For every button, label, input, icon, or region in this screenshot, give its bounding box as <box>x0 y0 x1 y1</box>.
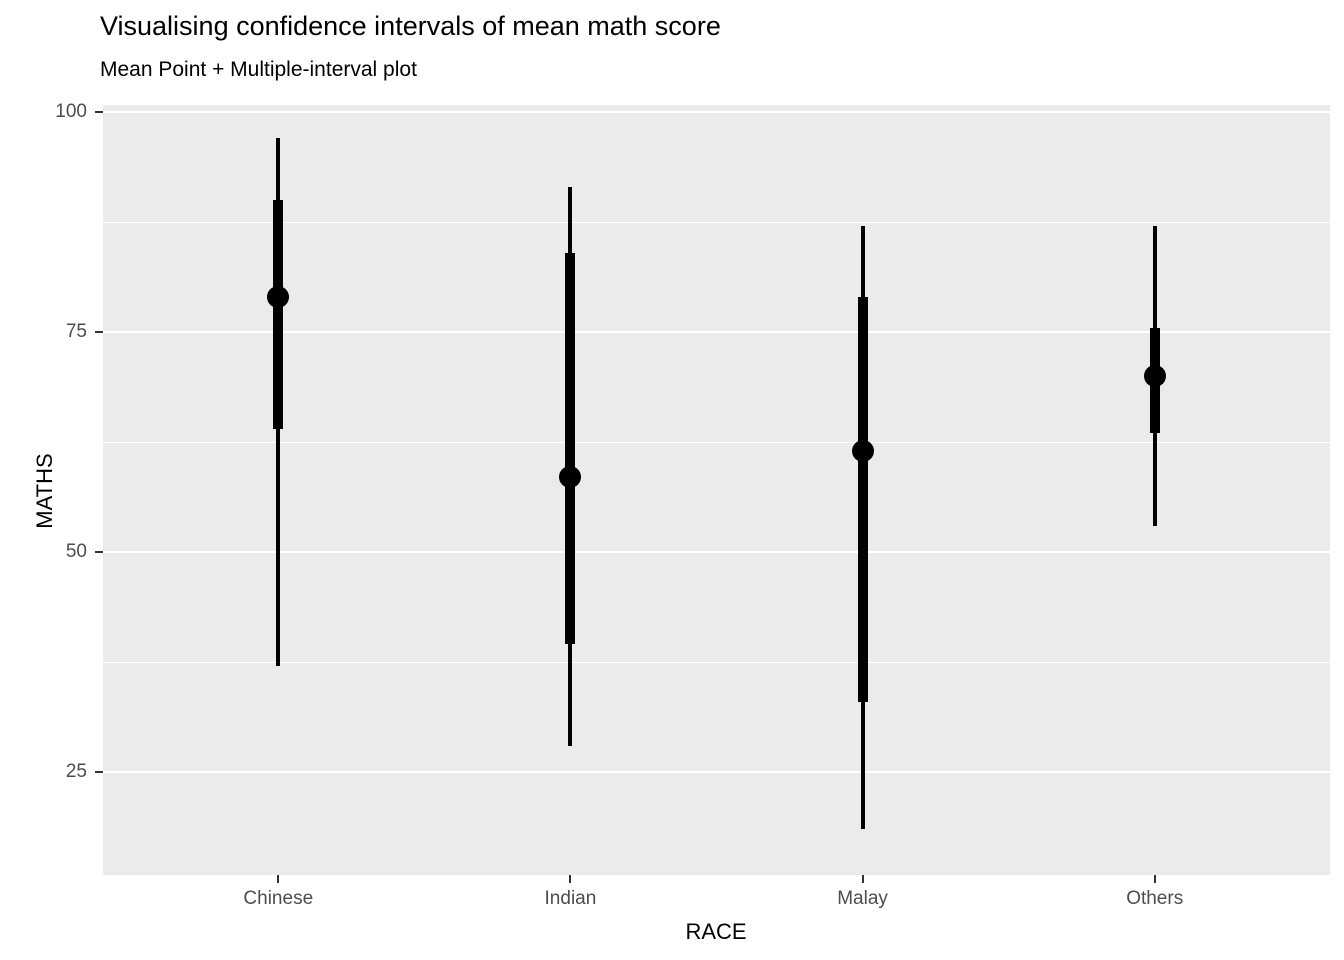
x-tick-mark <box>277 875 280 883</box>
x-axis-title: RACE <box>685 919 747 944</box>
chart-subtitle: Mean Point + Multiple-interval plot <box>100 58 417 81</box>
gridline-major <box>103 771 1330 774</box>
gridline-minor <box>103 221 1330 223</box>
x-tick-mark <box>569 875 572 883</box>
y-tick-mark <box>95 771 103 774</box>
y-tick-label: 25 <box>65 761 87 783</box>
mean-point <box>851 439 874 462</box>
y-tick-mark <box>95 331 103 334</box>
y-tick-label: 100 <box>55 101 87 123</box>
gridline-major <box>103 331 1330 334</box>
inner-interval-line <box>565 252 576 645</box>
x-tick-mark <box>1153 875 1156 883</box>
y-tick-mark <box>95 111 103 114</box>
x-tick-label: Malay <box>837 888 888 909</box>
gridline-minor <box>103 661 1330 663</box>
gridline-major <box>103 111 1330 114</box>
inner-interval-line <box>857 296 868 702</box>
x-tick-label: Indian <box>544 888 597 909</box>
gridline-major <box>103 551 1330 554</box>
x-tick-label: Others <box>1126 888 1184 909</box>
mean-point <box>1143 365 1166 388</box>
y-tick-label: 75 <box>65 321 87 343</box>
y-tick-label: 50 <box>65 541 87 563</box>
inner-interval-line <box>273 200 284 429</box>
chart-title: Visualising confidence intervals of mean… <box>100 11 721 41</box>
mean-point <box>559 466 582 489</box>
gridline-minor <box>103 441 1330 443</box>
x-tick-label: Chinese <box>243 888 314 909</box>
mean-point <box>267 285 290 308</box>
plot-panel <box>103 105 1330 875</box>
y-tick-mark <box>95 551 103 554</box>
x-tick-mark <box>861 875 864 883</box>
